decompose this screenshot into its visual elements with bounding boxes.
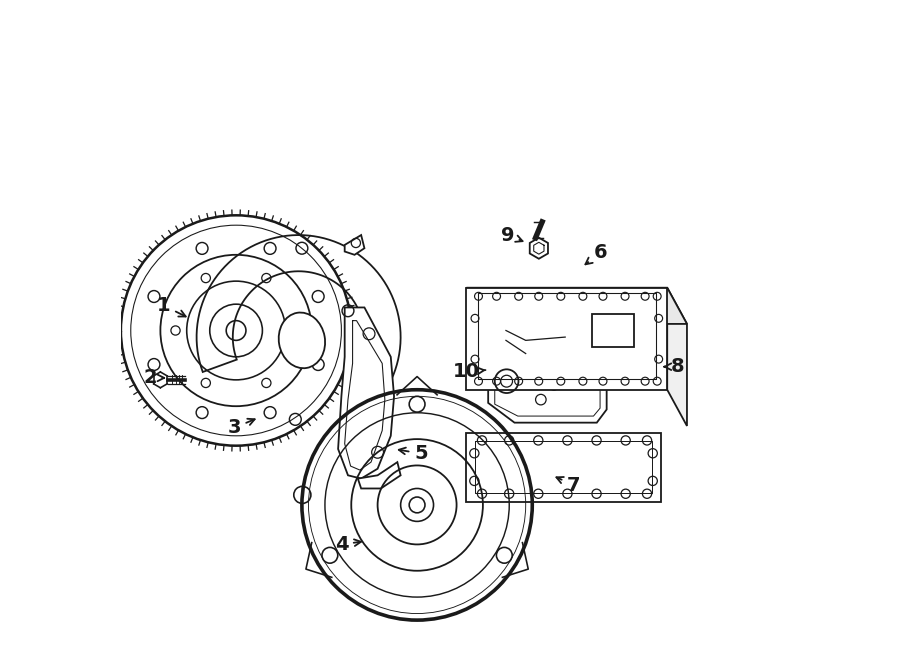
Text: 2: 2 [143, 368, 164, 387]
Text: 9: 9 [500, 225, 523, 245]
Polygon shape [358, 462, 401, 488]
Text: 8: 8 [664, 357, 684, 376]
Polygon shape [667, 288, 687, 426]
Text: 10: 10 [453, 362, 486, 381]
Polygon shape [196, 235, 400, 403]
Polygon shape [466, 432, 661, 502]
Text: 5: 5 [399, 444, 427, 463]
Polygon shape [338, 307, 394, 479]
Polygon shape [466, 288, 687, 324]
Polygon shape [530, 238, 548, 258]
Polygon shape [495, 344, 511, 360]
Polygon shape [488, 360, 607, 422]
Ellipse shape [279, 313, 325, 368]
Text: 4: 4 [335, 535, 361, 554]
Polygon shape [591, 314, 634, 347]
Text: 3: 3 [228, 418, 255, 438]
Polygon shape [345, 235, 364, 254]
Text: 6: 6 [585, 243, 607, 264]
Text: 7: 7 [556, 476, 581, 494]
Text: 1: 1 [157, 296, 185, 317]
Polygon shape [466, 288, 667, 390]
